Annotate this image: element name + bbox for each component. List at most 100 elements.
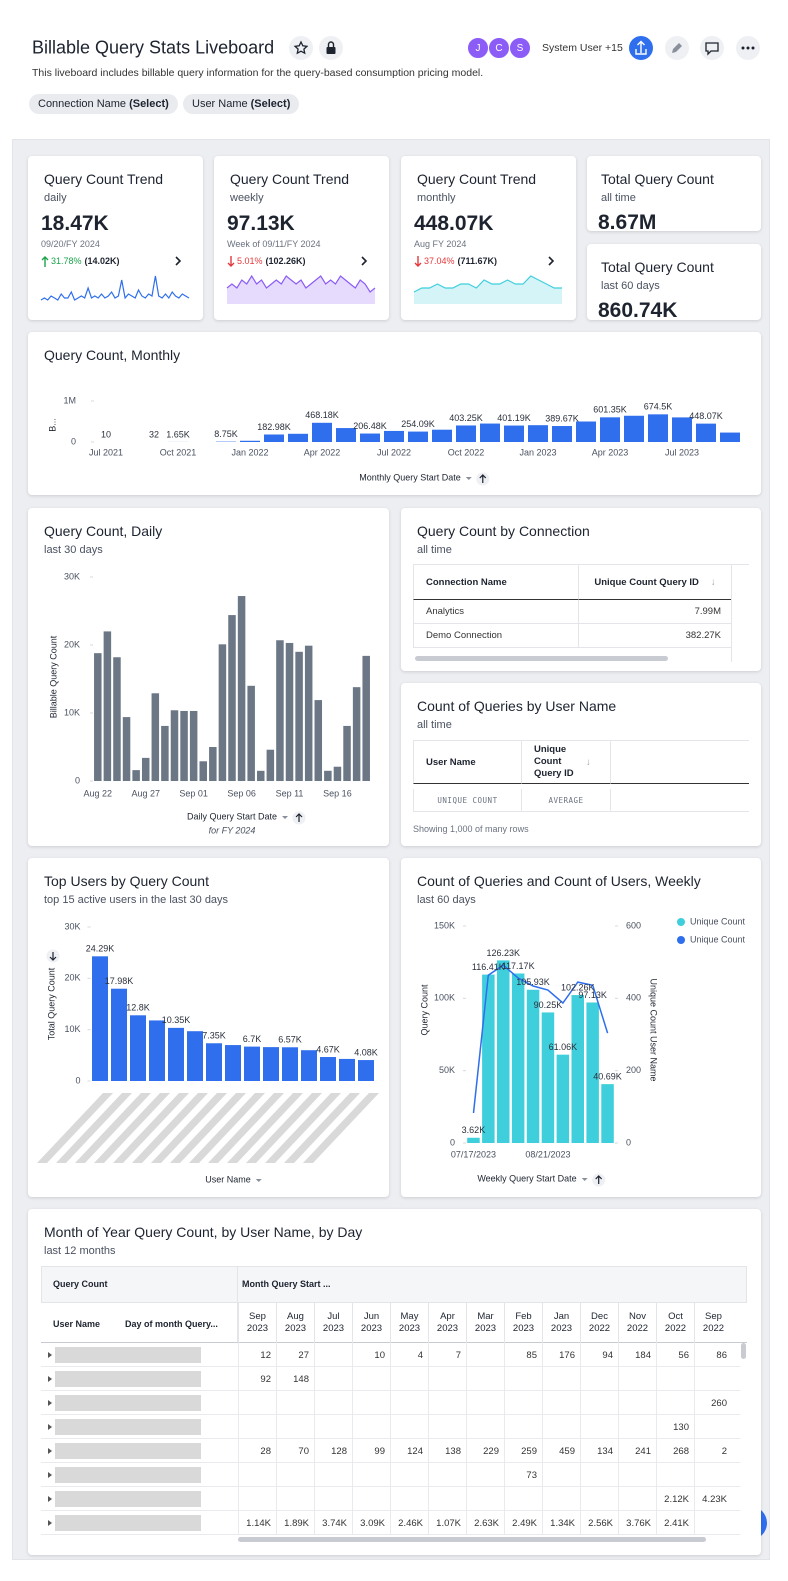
table-cell: 382.27K [578, 624, 731, 648]
pivot-cell [656, 1367, 694, 1391]
value-label: 10.35K [162, 1015, 191, 1025]
chart-card: Top Users by Query Count top 15 active us… [28, 858, 389, 1197]
pivot-cell [276, 1415, 314, 1439]
dot [741, 46, 745, 50]
value-label: 674.5K [644, 402, 673, 412]
value-label: 126.23K [486, 948, 520, 958]
value-label: 8.75K [214, 429, 238, 439]
line [472, 964, 609, 1114]
pivot-cell [390, 1415, 428, 1439]
bar [218, 644, 227, 781]
sort-caret[interactable] [255, 1179, 262, 1182]
pivot-cell: 138 [428, 1439, 466, 1463]
bar [672, 417, 692, 442]
x-axis-title: Weekly Query Start Date [477, 1173, 576, 1183]
pivot-cell: 99 [352, 1439, 390, 1463]
bar [282, 1047, 298, 1081]
table-cell: Analytics [413, 600, 578, 624]
h-scrollbar[interactable] [415, 656, 668, 661]
avatar[interactable]: S [509, 37, 531, 59]
total-title: Total Query Count [601, 171, 714, 187]
avatar[interactable]: J [467, 37, 489, 59]
column-header[interactable]: User Name [413, 740, 521, 784]
star-icon [293, 40, 309, 55]
bar [526, 989, 540, 1143]
pivot-cell: 259 [504, 1439, 542, 1463]
pivot-cell: 86 [694, 1343, 732, 1367]
favorite-button[interactable] [289, 36, 313, 60]
pivot-cell [466, 1487, 504, 1511]
kpi-card: Query Count Trend daily 18.47K 09/20/FY 202… [28, 156, 203, 320]
pivot-cell: 2.12K [656, 1487, 694, 1511]
filter-chip[interactable]: User Name (Select) [183, 94, 300, 114]
column-header[interactable]: Connection Name [413, 564, 578, 600]
bar [601, 1084, 614, 1143]
bar [130, 1015, 146, 1081]
chart-svg: 0 10K 20K 30K 24.29K 17.98K 12.8K 10.35K 7.35K 6.… [37, 921, 379, 1184]
bar [333, 766, 342, 781]
y-tick-label: 30K [64, 571, 80, 581]
pivot-cell [238, 1415, 276, 1439]
chart-title: Query Count, Monthly [44, 347, 181, 363]
row-expander[interactable] [48, 1400, 52, 1406]
v-scrollbar[interactable] [741, 1343, 746, 1359]
sparkline-area [414, 276, 562, 304]
pivot-cell [504, 1487, 542, 1511]
pivot-cell: 1.34K [542, 1511, 580, 1535]
pivot-cell [618, 1391, 656, 1415]
pivot-cell: 27 [276, 1343, 314, 1367]
bar [264, 434, 284, 442]
change-arrow [227, 256, 235, 267]
kpi-change-row: 31.78% (14.02K) [51, 256, 120, 266]
pivot-cell: 12 [238, 1343, 276, 1367]
total-card: Total Query Count all time 8.67M [587, 156, 761, 231]
chevron [548, 256, 555, 266]
arrow-shape [41, 256, 49, 267]
partial-column [731, 564, 749, 662]
column-header[interactable]: Unique Count Query ID ↓ [521, 740, 610, 784]
value-label: 61.06K [549, 1042, 578, 1052]
chart-subtitle: top 15 active users in the last 30 days [44, 894, 229, 906]
h-scrollbar[interactable] [238, 1537, 706, 1542]
y-tick-label: 20K [64, 973, 80, 983]
value-label: 4.67K [316, 1044, 340, 1054]
header-bar [12, 12, 770, 140]
sort-caret[interactable] [282, 816, 289, 819]
x-axis-title: Daily Query Start Date [187, 811, 277, 821]
value-label: 6.7K [243, 1034, 262, 1044]
sort-caret[interactable] [581, 1178, 588, 1181]
comment-button[interactable] [700, 36, 724, 60]
pivot-cell: 92 [238, 1367, 276, 1391]
pivot-column-header: Nov 2022 [618, 1303, 656, 1343]
redacted-label [170, 1093, 246, 1163]
row-expander[interactable] [48, 1376, 52, 1382]
sparkline [40, 275, 190, 301]
kpi-change: 5.01% [237, 256, 263, 266]
avatar[interactable]: C [488, 37, 510, 59]
row-expander[interactable] [48, 1496, 52, 1502]
x-tick-label: Sep 01 [179, 788, 208, 798]
pivot-cell: 2.56K [580, 1511, 618, 1535]
value-label: 601.35K [593, 405, 627, 415]
kpi-date: Week of 09/11/FY 2024 [227, 239, 321, 249]
pivot-column-header: May 2023 [390, 1303, 428, 1343]
filter-name: Connection Name [38, 98, 127, 110]
value-label: 401.19K [497, 413, 531, 423]
bar [103, 631, 112, 781]
row-expander[interactable] [48, 1352, 52, 1358]
pivot-column-header: Sep 2022 [694, 1303, 732, 1343]
row-expander[interactable] [48, 1448, 52, 1454]
pivot-cell [390, 1367, 428, 1391]
column-header[interactable]: Unique Count Query ID ↓ [578, 564, 731, 600]
pivot-cell: 3.74K [314, 1511, 352, 1535]
row-expander[interactable] [48, 1520, 52, 1526]
row-expander[interactable] [48, 1424, 52, 1430]
redacted-name [55, 1347, 201, 1363]
pivot-cell: 56 [656, 1343, 694, 1367]
value-label: 40.69K [593, 1072, 622, 1082]
x-tick-label: Sep 16 [323, 788, 352, 798]
y-tick-label: 100K [434, 993, 455, 1003]
filter-chip[interactable]: Connection Name (Select) [29, 94, 178, 114]
row-expander[interactable] [48, 1472, 52, 1478]
sort-caret[interactable] [465, 477, 472, 480]
